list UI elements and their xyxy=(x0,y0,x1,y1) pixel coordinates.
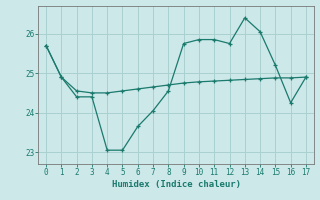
X-axis label: Humidex (Indice chaleur): Humidex (Indice chaleur) xyxy=(111,180,241,189)
